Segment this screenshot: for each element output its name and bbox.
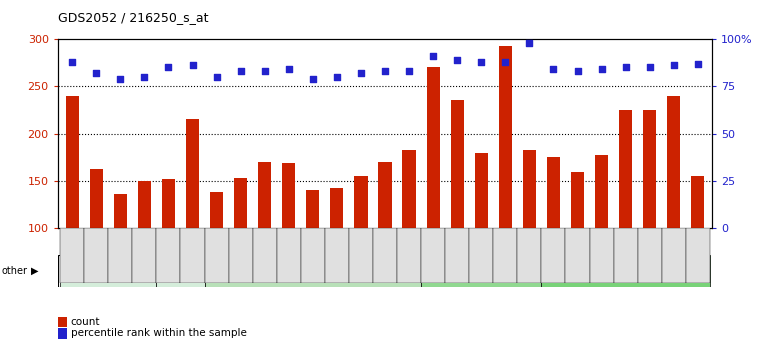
Bar <box>325 228 349 283</box>
Bar <box>301 228 325 283</box>
Point <box>210 74 223 80</box>
Bar <box>547 157 560 228</box>
Bar <box>60 228 84 283</box>
Bar <box>643 110 656 228</box>
Bar <box>595 155 608 228</box>
Point <box>595 67 608 72</box>
Text: early secretory
phase: early secretory phase <box>149 261 213 280</box>
Point <box>186 63 199 68</box>
Bar <box>541 228 565 283</box>
Bar <box>180 228 205 283</box>
Point <box>499 59 511 64</box>
Bar <box>474 153 488 228</box>
Point <box>66 59 79 64</box>
Bar <box>132 228 156 283</box>
Bar <box>565 228 590 283</box>
Bar <box>234 178 247 228</box>
Point <box>403 68 415 74</box>
Bar <box>156 228 180 283</box>
Bar <box>445 228 469 283</box>
Bar <box>571 172 584 228</box>
Point <box>379 68 391 74</box>
Bar <box>614 228 638 283</box>
Point <box>90 70 102 76</box>
Bar <box>253 228 276 283</box>
Text: percentile rank within the sample: percentile rank within the sample <box>71 329 246 338</box>
Bar <box>619 110 632 228</box>
Bar <box>517 228 541 283</box>
Bar <box>499 46 512 228</box>
Point <box>427 53 439 59</box>
Bar <box>138 181 151 228</box>
Text: count: count <box>71 317 100 327</box>
Point <box>644 64 656 70</box>
Text: ▶: ▶ <box>31 266 38 276</box>
Point <box>162 64 175 70</box>
Bar <box>330 188 343 228</box>
Point <box>451 57 464 63</box>
Bar <box>421 255 541 287</box>
Bar <box>229 228 253 283</box>
Point <box>330 74 343 80</box>
Bar <box>205 228 229 283</box>
Text: proliferative phase: proliferative phase <box>69 266 148 275</box>
Bar <box>469 228 494 283</box>
Bar <box>306 190 320 228</box>
Point <box>355 70 367 76</box>
Bar <box>378 162 392 228</box>
Bar <box>156 255 205 287</box>
Bar <box>541 255 710 287</box>
Text: GDS2052 / 216250_s_at: GDS2052 / 216250_s_at <box>58 11 208 24</box>
Bar <box>403 150 416 228</box>
Point <box>114 76 126 81</box>
Bar <box>590 228 614 283</box>
Bar <box>276 228 301 283</box>
Bar <box>84 228 109 283</box>
Bar <box>109 228 132 283</box>
Bar <box>421 228 445 283</box>
Bar <box>210 192 223 228</box>
Text: other: other <box>2 266 28 276</box>
Bar <box>282 163 296 228</box>
Bar <box>667 96 681 228</box>
Bar <box>691 176 705 228</box>
Point <box>283 67 295 72</box>
Point <box>475 59 487 64</box>
Bar <box>397 228 421 283</box>
Bar <box>186 119 199 228</box>
Bar <box>162 179 175 228</box>
Point <box>306 76 319 81</box>
Bar <box>523 150 536 228</box>
Point <box>691 61 704 67</box>
Text: mid secretory phase: mid secretory phase <box>270 266 356 275</box>
Bar <box>258 162 271 228</box>
Point <box>234 68 246 74</box>
Point <box>139 74 151 80</box>
Bar <box>349 228 373 283</box>
Bar <box>686 228 710 283</box>
Bar <box>373 228 397 283</box>
Point <box>619 64 631 70</box>
Bar <box>450 101 464 228</box>
Bar <box>494 228 517 283</box>
Bar <box>60 255 156 287</box>
Point <box>668 63 680 68</box>
Text: late secretory phase: late secretory phase <box>438 266 524 275</box>
Bar <box>427 67 440 228</box>
Point <box>547 67 560 72</box>
Bar <box>638 228 661 283</box>
Bar <box>661 228 686 283</box>
Text: ambiguous phase: ambiguous phase <box>588 266 663 275</box>
Point <box>571 68 584 74</box>
Point <box>524 40 536 46</box>
Point <box>259 68 271 74</box>
Bar <box>354 176 367 228</box>
Bar <box>114 194 127 228</box>
Bar <box>65 96 79 228</box>
Bar <box>205 255 421 287</box>
Bar <box>89 169 103 228</box>
